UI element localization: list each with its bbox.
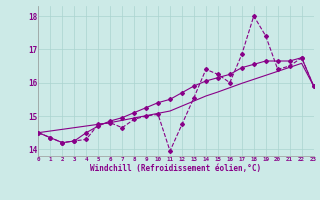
X-axis label: Windchill (Refroidissement éolien,°C): Windchill (Refroidissement éolien,°C): [91, 164, 261, 173]
